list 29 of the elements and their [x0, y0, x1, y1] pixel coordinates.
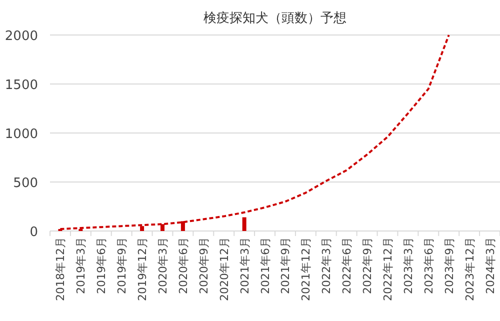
chart-title: 検疫探知犬（頭数）予想	[204, 11, 346, 26]
x-tick-label: 2022年12月	[382, 237, 394, 301]
x-tick-label: 2024年3月	[484, 237, 497, 294]
x-tick-label: 2023年12月	[463, 237, 476, 301]
x-tick-label: 2023年6月	[422, 237, 436, 294]
x-tick-label: 2023年3月	[402, 237, 415, 294]
line-series	[59, 34, 450, 230]
x-tick-label: 2019年3月	[74, 237, 88, 294]
x-tick-label: 2023年9月	[442, 237, 456, 294]
y-tick-label: 1500	[4, 78, 38, 93]
x-tick-label: 2018年12月	[54, 237, 68, 301]
x-tick-label: 2022年6月	[340, 237, 354, 294]
y-tick-label: 0	[30, 225, 38, 240]
x-tick-label: 2019年6月	[95, 237, 108, 294]
x-tick-label: 2021年6月	[258, 237, 272, 294]
x-tick-label: 2020年3月	[156, 237, 170, 294]
y-tick-label: 1000	[4, 127, 38, 142]
x-tick-label: 2022年9月	[361, 237, 374, 294]
x-tick-label: 2022年3月	[320, 237, 334, 294]
x-tick-label: 2021年9月	[279, 237, 292, 294]
x-tick-label: 2021年3月	[238, 237, 252, 294]
y-tick-label: 500	[13, 176, 38, 191]
x-tick-label: 2020年6月	[176, 237, 190, 294]
x-tick-label: 2020年12月	[218, 237, 231, 301]
x-tick-label: 2021年12月	[300, 237, 313, 301]
x-tick-label: 2020年9月	[197, 237, 210, 294]
y-tick-label: 2000	[4, 29, 38, 44]
x-tick-label: 2019年12月	[136, 237, 150, 301]
x-tick-label: 2019年9月	[116, 237, 129, 294]
